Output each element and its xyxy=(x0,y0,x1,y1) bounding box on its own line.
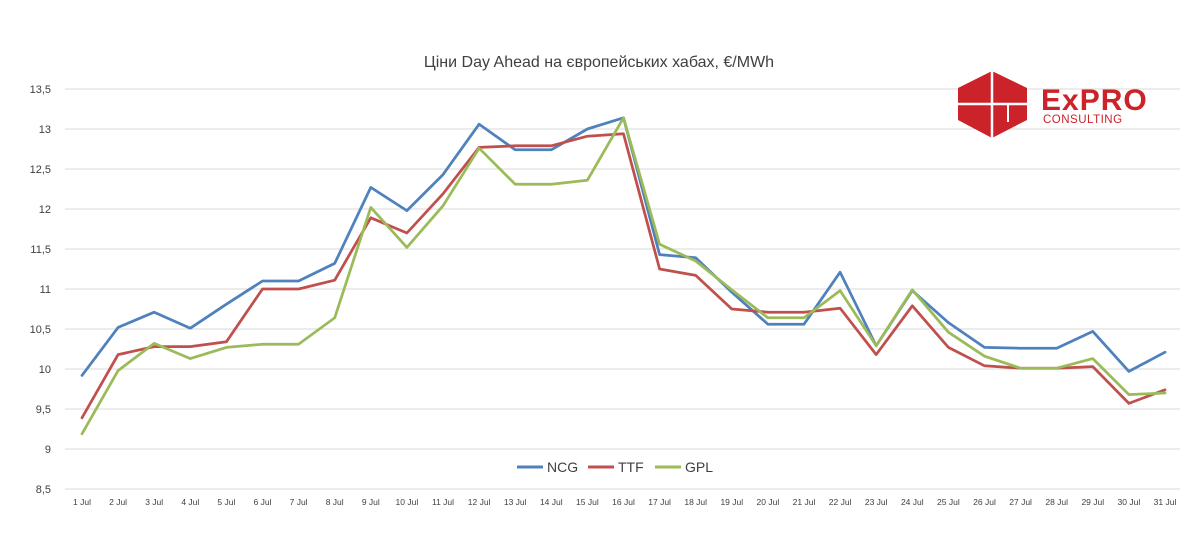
x-tick-label: 2 Jul xyxy=(109,497,127,507)
x-tick-label: 28 Jul xyxy=(1045,497,1068,507)
x-tick-label: 19 Jul xyxy=(720,497,743,507)
x-tick-label: 1 Jul xyxy=(73,497,91,507)
x-tick-label: 30 Jul xyxy=(1118,497,1141,507)
x-tick-label: 8 Jul xyxy=(326,497,344,507)
x-tick-label: 27 Jul xyxy=(1009,497,1032,507)
legend: NCG TTF GPL xyxy=(517,459,713,475)
x-tick-label: 7 Jul xyxy=(290,497,308,507)
x-tick-label: 16 Jul xyxy=(612,497,635,507)
x-tick-label: 12 Jul xyxy=(468,497,491,507)
chart-title: Ціни Day Ahead на європейських хабах, €/… xyxy=(424,54,774,71)
x-tick-label: 22 Jul xyxy=(829,497,852,507)
legend-label-ncg: NCG xyxy=(547,459,578,475)
x-tick-label: 9 Jul xyxy=(362,497,380,507)
legend-label-ttf: TTF xyxy=(618,459,644,475)
y-tick-label: 10 xyxy=(39,364,51,376)
logo-tagline-text: CONSULTING xyxy=(1043,114,1123,126)
x-tick-label: 21 Jul xyxy=(793,497,816,507)
x-tick-label: 29 Jul xyxy=(1081,497,1104,507)
x-tick-label: 31 Jul xyxy=(1154,497,1177,507)
series-line-ttf xyxy=(80,132,1167,420)
x-tick-label: 24 Jul xyxy=(901,497,924,507)
y-tick-label: 12 xyxy=(39,204,51,216)
x-tick-label: 25 Jul xyxy=(937,497,960,507)
logo-brand-text: ExPRO xyxy=(1041,84,1148,117)
x-tick-label: 20 Jul xyxy=(757,497,780,507)
series-line-gpl xyxy=(80,116,1167,436)
x-tick-label: 17 Jul xyxy=(648,497,671,507)
x-tick-label: 15 Jul xyxy=(576,497,599,507)
logo-cube-icon xyxy=(958,71,1027,138)
series-lines xyxy=(80,116,1167,436)
y-tick-label: 11 xyxy=(40,284,51,296)
y-tick-label: 9,5 xyxy=(36,404,51,416)
y-tick-label: 10,5 xyxy=(30,324,51,336)
y-axis-tick-labels: 8,5 9 9,5 10 10,5 11 11,5 12 12,5 13 13,5 xyxy=(30,84,51,496)
y-tick-label: 8,5 xyxy=(36,484,51,496)
x-tick-label: 13 Jul xyxy=(504,497,527,507)
x-tick-label: 6 Jul xyxy=(254,497,272,507)
legend-label-gpl: GPL xyxy=(685,459,713,475)
expro-logo: ExPRO CONSULTING xyxy=(958,71,1148,138)
x-tick-label: 10 Jul xyxy=(396,497,419,507)
y-tick-label: 13 xyxy=(39,124,51,136)
x-tick-label: 23 Jul xyxy=(865,497,888,507)
y-tick-label: 11,5 xyxy=(30,244,51,256)
x-tick-label: 26 Jul xyxy=(973,497,996,507)
x-axis-tick-labels: 1 Jul 2 Jul 3 Jul 4 Jul 5 Jul 6 Jul 7 Jul 8 Jul… xyxy=(73,497,1176,507)
y-tick-label: 9 xyxy=(45,444,51,456)
x-tick-label: 18 Jul xyxy=(684,497,707,507)
x-tick-label: 3 Jul xyxy=(145,497,163,507)
x-tick-label: 5 Jul xyxy=(217,497,235,507)
y-tick-label: 12,5 xyxy=(30,164,51,176)
x-tick-label: 11 Jul xyxy=(432,497,454,507)
y-tick-label: 13,5 xyxy=(30,84,51,96)
x-tick-label: 14 Jul xyxy=(540,497,563,507)
x-tick-label: 4 Jul xyxy=(181,497,199,507)
